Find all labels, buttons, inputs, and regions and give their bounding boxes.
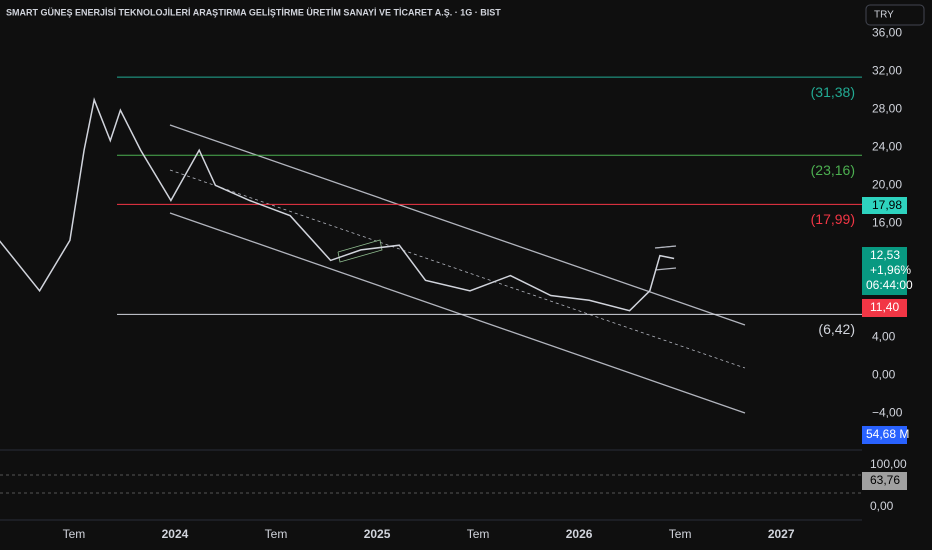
x-tick-label: 2027	[768, 527, 795, 541]
volume: 54,68 M	[866, 427, 909, 441]
level-badge	[862, 197, 907, 214]
y-tick-label: 16,00	[872, 215, 902, 229]
price: 12,53	[870, 248, 900, 262]
volume-badge	[862, 426, 907, 444]
x-tick-label: Tem	[467, 527, 490, 541]
y-tick-label: 36,00	[872, 25, 902, 39]
level-label: (17,99)	[811, 211, 855, 227]
x-tick-label: Tem	[63, 527, 86, 541]
low: 11,40	[870, 300, 899, 314]
countdown: 06:44:00	[866, 278, 913, 292]
y-tick-label: −4,00	[872, 406, 903, 420]
level-label: (23,16)	[811, 162, 855, 178]
symbol-title: SMART GÜNEŞ ENERJİSİ TEKNOLOJİLERİ ARAŞT…	[6, 7, 501, 17]
low-badge	[862, 299, 907, 317]
y-tick-label: 4,00	[872, 330, 896, 344]
y-tick-label: 28,00	[872, 101, 902, 115]
rsi-bottom: 0,00	[870, 499, 894, 513]
x-tick-label: Tem	[265, 527, 288, 541]
price-badge	[862, 247, 907, 295]
price-line	[0, 97, 675, 312]
y-tick-label: 20,00	[872, 177, 902, 191]
x-tick-label: 2024	[162, 527, 189, 541]
x-tick-label: Tem	[669, 527, 692, 541]
level-label: (31,38)	[811, 84, 855, 100]
y-tick-label: 32,00	[872, 63, 902, 77]
y-tick-label: 0,00	[872, 368, 896, 382]
rsi: 63,76	[870, 473, 900, 487]
x-tick-label: 2026	[566, 527, 593, 541]
currency-button[interactable]	[865, 4, 925, 26]
rsi-top: 100,00	[870, 457, 907, 471]
level-label: (6,42)	[818, 321, 855, 337]
change: +1,96%	[870, 263, 911, 277]
x-tick-label: 2025	[364, 527, 391, 541]
rsi-badge	[862, 472, 907, 490]
y-tick-label: 24,00	[872, 139, 902, 153]
level-badge-text: 17,98	[872, 198, 902, 212]
currency[interactable]: TRY	[874, 10, 894, 21]
